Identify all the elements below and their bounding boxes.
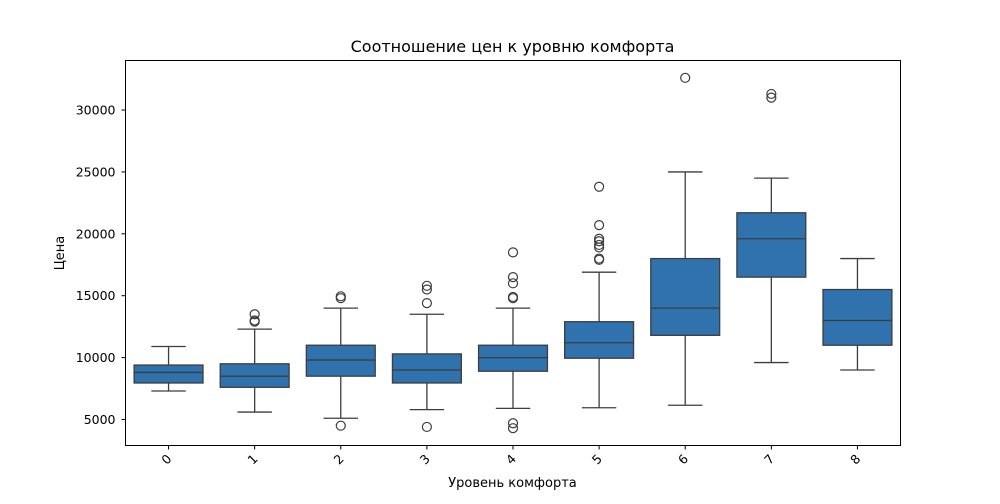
outlier-point [594, 220, 605, 231]
x-tick-label: 3 [417, 451, 433, 467]
outlier-point [249, 315, 260, 326]
outlier-point [421, 298, 432, 309]
outlier-point [507, 278, 519, 289]
outlier-point [507, 247, 519, 258]
outlier-point [421, 280, 432, 291]
y-tick-label: 5000 [84, 412, 116, 427]
outlier-point [594, 253, 605, 264]
plot-frame [125, 60, 901, 446]
x-tick-label: 0 [158, 451, 174, 467]
outlier-point [335, 420, 346, 431]
chart-title: Соотношение цен к уровню комфорта [351, 37, 675, 56]
outlier-point [249, 309, 260, 320]
x-tick-label: 5 [589, 451, 605, 467]
x-tick-label: 4 [503, 451, 519, 467]
plot-area: 5000 10000 15000 20000 25000 30000 0 1 2 3 4 5 6 7 8 [76, 72, 893, 467]
outlier-point [680, 72, 691, 83]
outlier-point [594, 233, 605, 244]
x-axis-label: Уровень комфорта [448, 476, 577, 491]
x-tick-label: 6 [675, 451, 691, 467]
box-iqr [650, 257, 721, 336]
y-tick-label: 30000 [76, 103, 116, 118]
y-tick-label: 25000 [76, 164, 116, 179]
outlier-point [507, 418, 519, 429]
outlier-point [335, 291, 346, 302]
y-axis-label: Цена [53, 236, 68, 271]
outlier-point [507, 272, 519, 283]
outlier-point [421, 421, 432, 433]
x-tick-label: 1 [244, 451, 260, 467]
outlier-point [766, 92, 777, 103]
box-iqr [133, 364, 204, 384]
outlier-point [766, 88, 777, 100]
y-tick-label: 20000 [76, 226, 116, 241]
outlier-point [421, 284, 432, 295]
outlier-point [594, 239, 605, 251]
outlier-point [507, 423, 519, 434]
box-iqr [564, 321, 635, 359]
outlier-point [594, 181, 605, 192]
box-iqr [391, 353, 462, 384]
x-tick-label: 2 [330, 451, 346, 467]
x-tick-label: 7 [761, 451, 777, 467]
box-iqr [736, 212, 807, 278]
outlier-point [507, 291, 519, 303]
x-tick-label: 8 [847, 451, 863, 467]
outlier-point [594, 236, 605, 247]
box-iqr [822, 288, 893, 346]
y-tick-label: 15000 [76, 288, 116, 303]
y-tick-label: 10000 [76, 350, 116, 365]
